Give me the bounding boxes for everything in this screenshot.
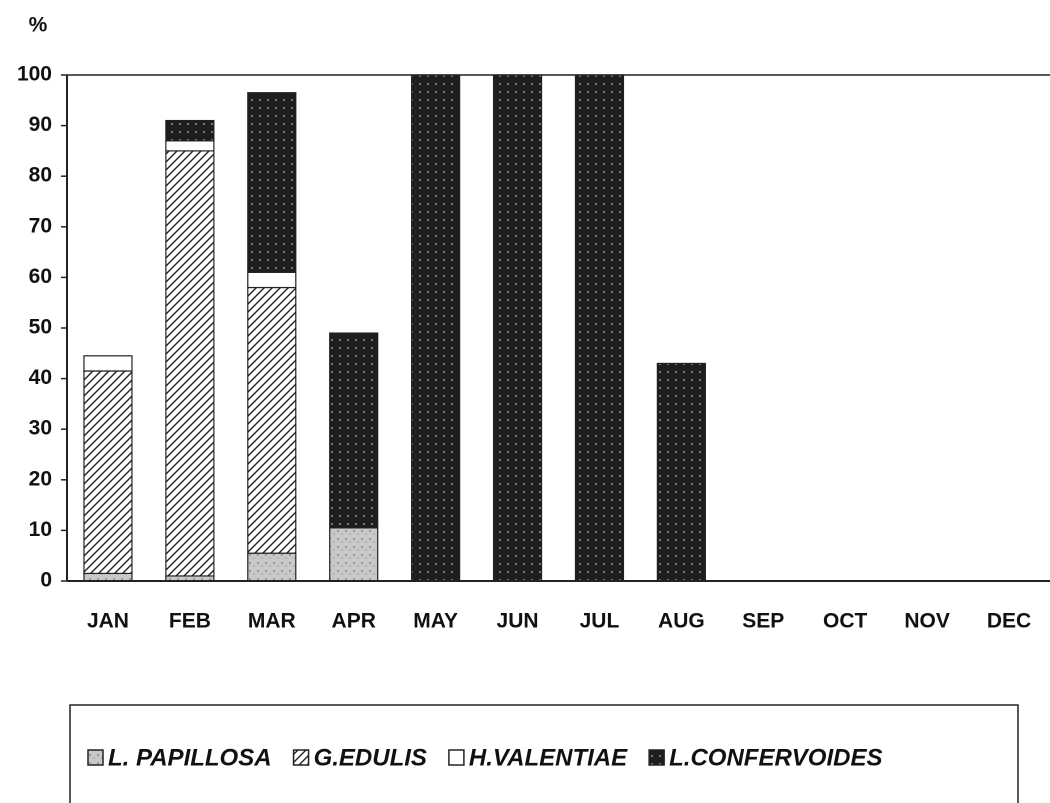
bar-segment: [83, 370, 133, 575]
x-tick-label: JAN: [87, 610, 129, 633]
x-tick-label: SEP: [742, 610, 784, 633]
bar-segment: [656, 362, 706, 582]
bar-segment: [329, 332, 379, 529]
y-tick-label: 0: [40, 569, 52, 592]
x-tick-label: JUL: [580, 610, 620, 633]
y-tick-label: 70: [29, 214, 52, 237]
bar-segment: [247, 286, 297, 554]
bar-segment: [247, 271, 297, 289]
x-tick-label: NOV: [904, 610, 950, 633]
y-tick-label: 60: [29, 265, 52, 288]
y-axis-label: %: [29, 14, 48, 37]
bar-segment: [492, 74, 543, 582]
bar-segment: [411, 74, 461, 582]
legend-label: H.VALENTIAE: [469, 744, 628, 771]
bar-segment: [165, 119, 215, 142]
y-tick-label: 90: [29, 113, 52, 136]
y-tick-label: 40: [29, 366, 52, 389]
legend-label: L.CONFERVOIDES: [669, 744, 882, 771]
y-tick-label: 10: [29, 518, 52, 541]
legend-label: G.EDULIS: [314, 744, 427, 771]
legend-box: [69, 704, 1019, 803]
bar-segment: [165, 140, 215, 152]
legend-label: L. PAPILLOSA: [108, 744, 272, 771]
x-tick-label: FEB: [169, 610, 211, 633]
legend-swatch: [448, 749, 465, 766]
bar-segment: [247, 552, 297, 582]
y-tick-label: 30: [29, 417, 52, 440]
x-tick-label: APR: [332, 610, 376, 633]
y-tick-label: 80: [29, 164, 52, 187]
x-tick-label: JUN: [497, 610, 539, 633]
y-tick-label: 50: [29, 316, 52, 339]
legend-swatch: [648, 749, 665, 766]
y-tick-label: 20: [29, 467, 52, 490]
legend-swatch: [87, 749, 104, 766]
x-tick-label: MAR: [248, 610, 296, 633]
x-tick-label: DEC: [987, 610, 1031, 633]
y-tick-label: 100: [17, 63, 52, 86]
bar-segment: [83, 572, 133, 582]
x-tick-label: MAY: [413, 610, 458, 633]
bar-segment: [165, 150, 215, 577]
legend-swatch: [292, 749, 310, 766]
bar-segment: [329, 527, 379, 582]
bar-segment: [83, 355, 133, 372]
x-tick-label: AUG: [658, 610, 705, 633]
x-tick-label: OCT: [823, 610, 868, 633]
bar-segment: [574, 74, 625, 582]
bar-segment: [247, 92, 297, 273]
